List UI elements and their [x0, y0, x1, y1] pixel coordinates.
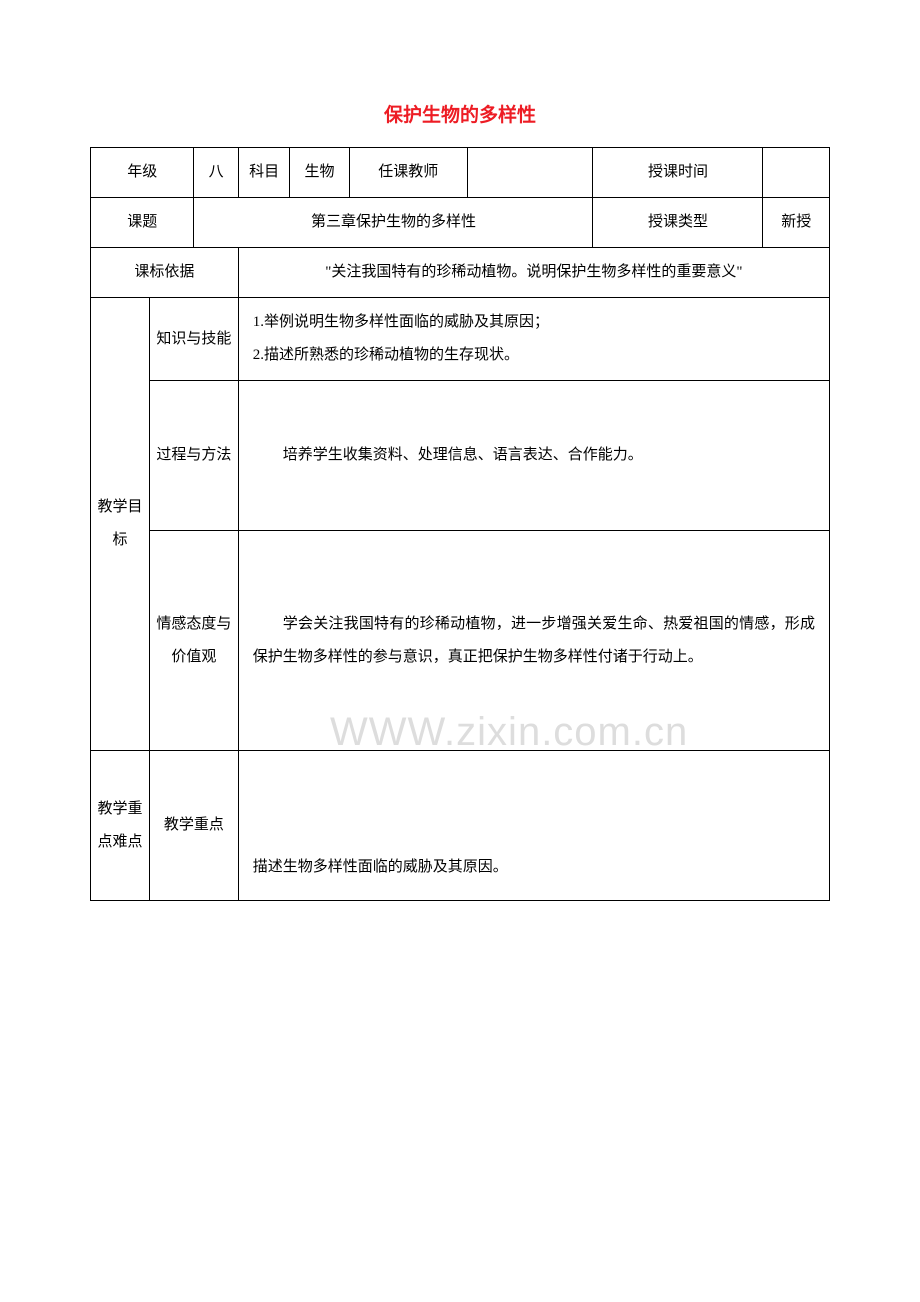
table-row: 情感态度与价值观 学会关注我国特有的珍稀动植物，进一步增强关爱生命、热爱祖国的情… — [91, 531, 830, 751]
cell-process-label: 过程与方法 — [150, 381, 239, 531]
cell-standard-value: "关注我国特有的珍稀动植物。说明保护生物多样性的重要意义" — [238, 248, 829, 298]
cell-topic-value: 第三章保护生物的多样性 — [194, 198, 593, 248]
cell-grade-label: 年级 — [91, 148, 194, 198]
cell-standard-label: 课标依据 — [91, 248, 239, 298]
cell-type-label: 授课类型 — [593, 198, 763, 248]
cell-emotion-label: 情感态度与价值观 — [150, 531, 239, 751]
cell-topic-label: 课题 — [91, 198, 194, 248]
cell-focus-label: 教学重点难点 — [91, 751, 150, 901]
cell-process-content: 培养学生收集资料、处理信息、语言表达、合作能力。 — [238, 381, 829, 531]
cell-subject-label: 科目 — [238, 148, 290, 198]
table-row: 教学重点难点 教学重点 描述生物多样性面临的威胁及其原因。 — [91, 751, 830, 901]
table-row: 过程与方法 培养学生收集资料、处理信息、语言表达、合作能力。 — [91, 381, 830, 531]
cell-time-label: 授课时间 — [593, 148, 763, 198]
cell-focus-content: 描述生物多样性面临的威胁及其原因。 — [238, 751, 829, 901]
page-title: 保护生物的多样性 — [90, 100, 830, 127]
table-row: 教学目标 知识与技能 1.举例说明生物多样性面临的威胁及其原因； 2.描述所熟悉… — [91, 298, 830, 381]
table-row: 年级 八 科目 生物 任课教师 授课时间 — [91, 148, 830, 198]
cell-knowledge-label: 知识与技能 — [150, 298, 239, 381]
cell-teacher-label: 任课教师 — [349, 148, 467, 198]
table-row: 课题 第三章保护生物的多样性 授课类型 新授 — [91, 198, 830, 248]
cell-subject-value: 生物 — [290, 148, 349, 198]
table-row: 课标依据 "关注我国特有的珍稀动植物。说明保护生物多样性的重要意义" — [91, 248, 830, 298]
cell-grade-value: 八 — [194, 148, 238, 198]
cell-type-value: 新授 — [763, 198, 830, 248]
lesson-plan-table: 年级 八 科目 生物 任课教师 授课时间 课题 第三章保护生物的多样性 授课类型… — [90, 147, 830, 901]
cell-objectives-label: 教学目标 — [91, 298, 150, 751]
cell-time-value — [763, 148, 830, 198]
cell-emotion-content: 学会关注我国特有的珍稀动植物，进一步增强关爱生命、热爱祖国的情感，形成保护生物多… — [238, 531, 829, 751]
cell-knowledge-content: 1.举例说明生物多样性面临的威胁及其原因； 2.描述所熟悉的珍稀动植物的生存现状… — [238, 298, 829, 381]
cell-teacher-value — [467, 148, 593, 198]
cell-focus-sublabel: 教学重点 — [150, 751, 239, 901]
